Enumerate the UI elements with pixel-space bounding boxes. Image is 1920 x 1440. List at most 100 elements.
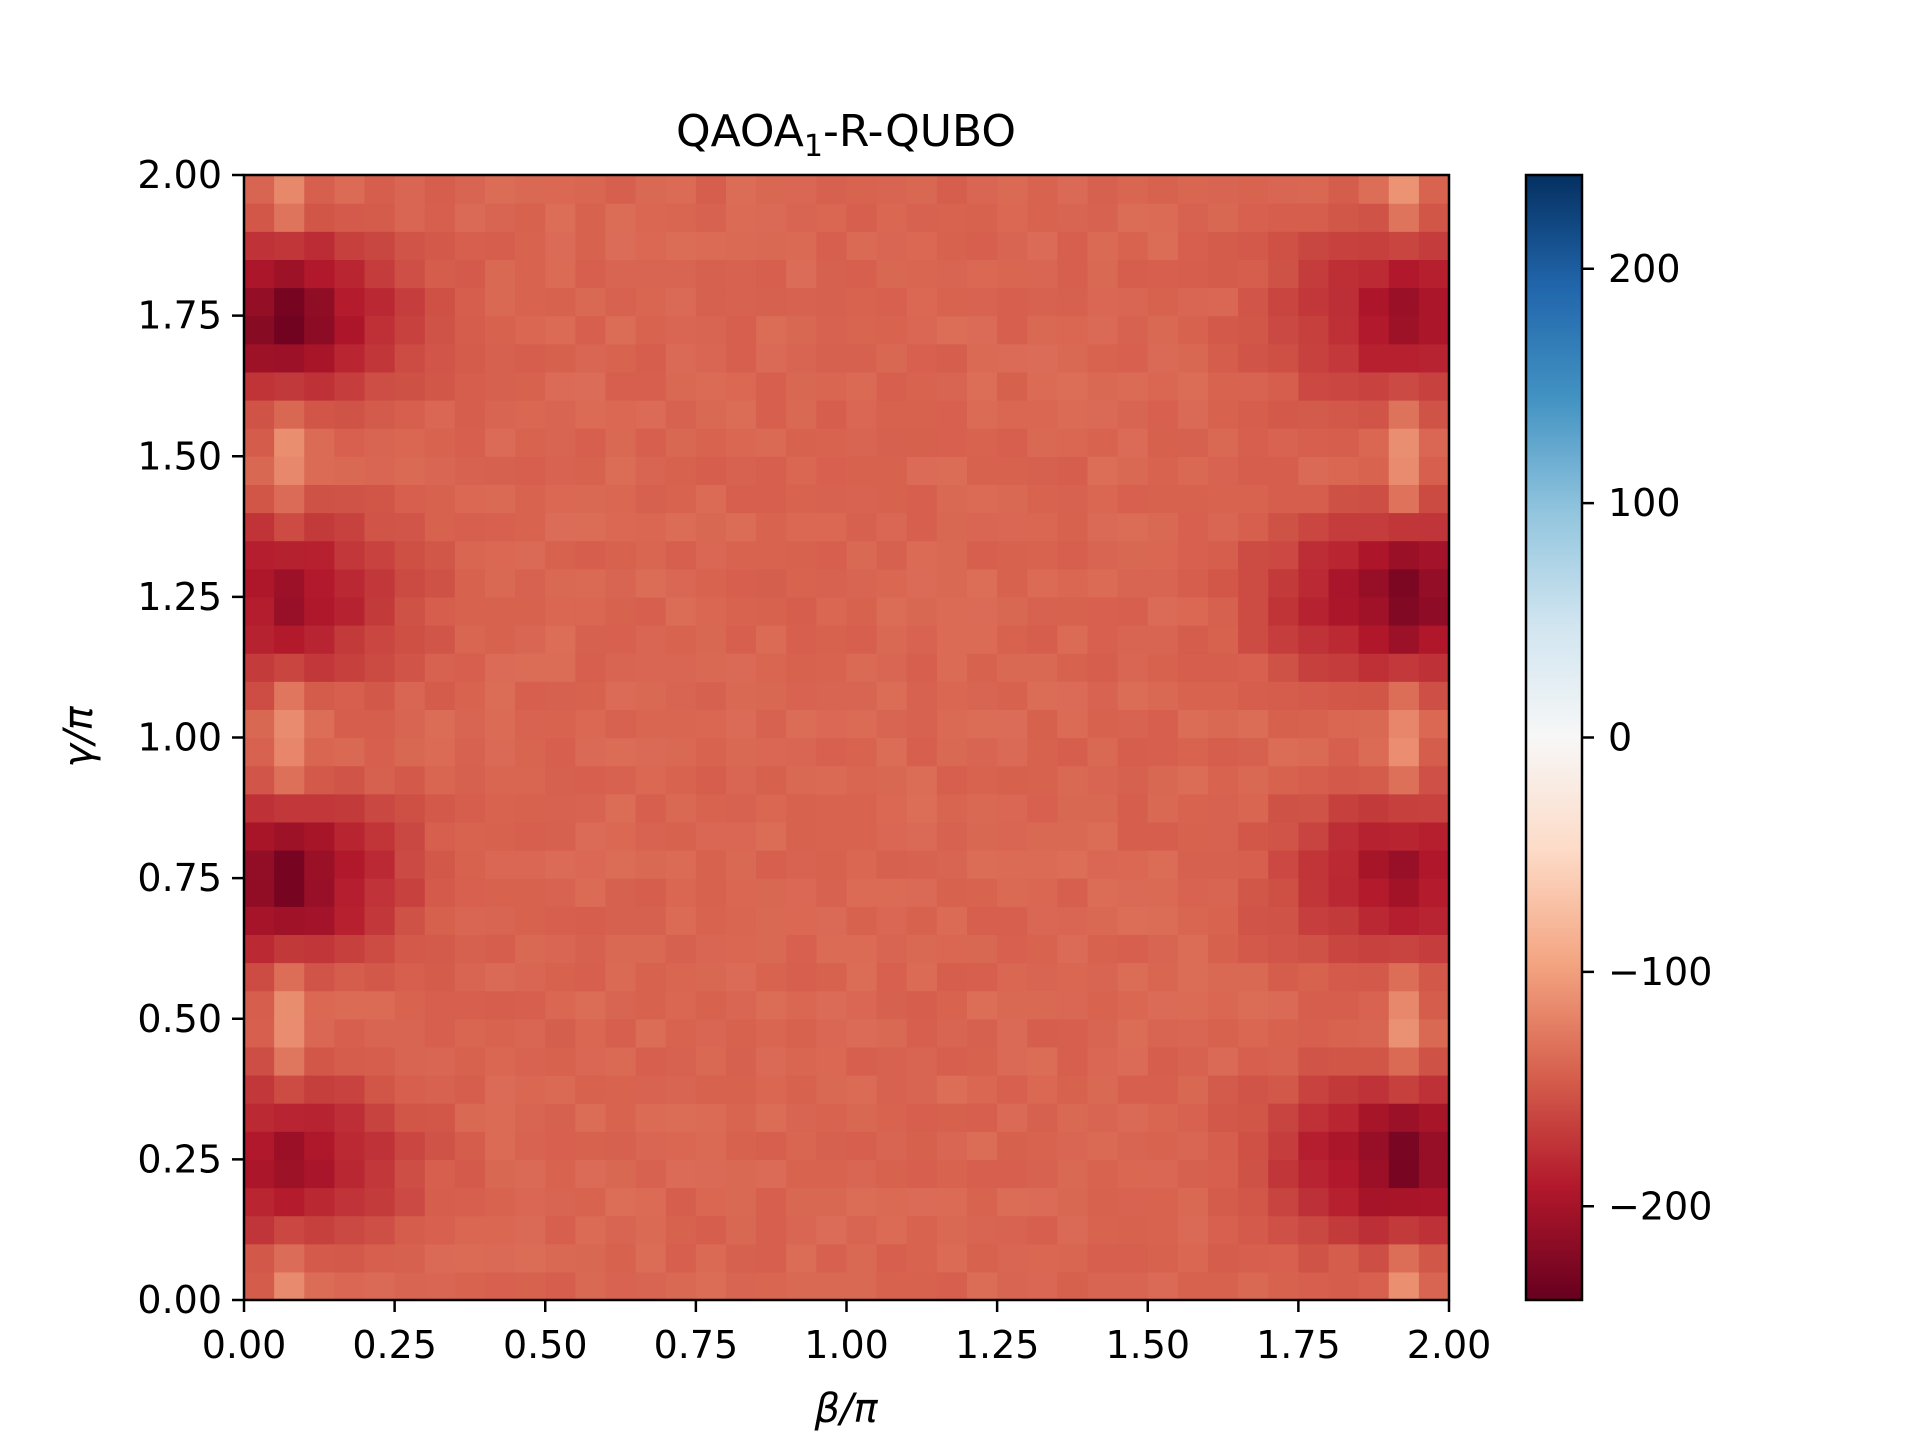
- heatmap-cell: [1208, 1215, 1239, 1245]
- heatmap-cell: [967, 315, 998, 345]
- heatmap-cell: [1177, 1103, 1209, 1132]
- heatmap-cell: [1238, 400, 1269, 429]
- heatmap-cell: [786, 1018, 817, 1048]
- heatmap-cell: [726, 709, 757, 739]
- heatmap-cell: [1117, 1075, 1149, 1104]
- heatmap-cell: [635, 428, 667, 457]
- heatmap-cell: [756, 259, 787, 289]
- heatmap-cell: [304, 231, 335, 260]
- heatmap-cell: [1208, 287, 1239, 317]
- heatmap-cell: [1358, 934, 1390, 964]
- heatmap-cell: [485, 1103, 516, 1132]
- heatmap-cell: [1238, 625, 1269, 654]
- heatmap-cell: [1027, 456, 1058, 485]
- heatmap-cell: [1328, 287, 1360, 317]
- heatmap-cell: [545, 315, 576, 345]
- heatmap-cell: [906, 793, 938, 823]
- heatmap-cell: [1057, 400, 1089, 429]
- heatmap-cell: [726, 653, 757, 682]
- heatmap-cell: [1117, 709, 1149, 739]
- heatmap-cell: [364, 653, 396, 682]
- heatmap-cell: [1087, 625, 1119, 654]
- heatmap-cell: [424, 540, 456, 570]
- heatmap-cell: [846, 512, 878, 542]
- heatmap-cell: [1147, 990, 1179, 1020]
- heatmap-cell: [936, 906, 968, 935]
- heatmap-cell: [1177, 850, 1209, 879]
- heatmap-cell: [967, 428, 998, 457]
- heatmap-cell: [1388, 400, 1420, 429]
- heatmap-cell: [1117, 906, 1149, 935]
- heatmap-cell: [1147, 1131, 1179, 1160]
- heatmap-cell: [1087, 596, 1119, 626]
- heatmap-cell: [304, 596, 335, 626]
- heatmap-cell: [816, 878, 848, 907]
- heatmap-cell: [244, 231, 275, 260]
- heatmap-cell: [1117, 315, 1149, 345]
- heatmap-cell: [1057, 512, 1089, 542]
- heatmap-cell: [1298, 1187, 1330, 1217]
- heatmap-cell: [936, 287, 968, 317]
- heatmap-cell: [756, 175, 787, 204]
- heatmap-cell: [1117, 1271, 1149, 1301]
- heatmap-cell: [726, 175, 757, 204]
- heatmap-cell: [967, 259, 998, 289]
- heatmap-cell: [1268, 962, 1299, 992]
- heatmap-cell: [635, 315, 667, 345]
- heatmap-cell: [1388, 175, 1420, 204]
- heatmap-cell: [1358, 400, 1390, 429]
- heatmap-cell: [635, 934, 667, 964]
- heatmap-cell: [1147, 400, 1179, 429]
- heatmap-cell: [967, 1215, 998, 1245]
- heatmap-cell: [876, 1018, 908, 1048]
- heatmap-cell: [1388, 1215, 1420, 1245]
- heatmap-cell: [244, 737, 275, 767]
- heatmap-cell: [1388, 1018, 1420, 1048]
- heatmap-cell: [816, 709, 848, 739]
- heatmap-cell: [635, 962, 667, 992]
- heatmap-cell: [816, 540, 848, 570]
- heatmap-cell: [1208, 1018, 1239, 1048]
- heatmap-cell: [1298, 512, 1330, 542]
- heatmap-cell: [846, 1187, 878, 1217]
- heatmap-cell: [1388, 765, 1420, 795]
- heatmap-cell: [1057, 596, 1089, 626]
- heatmap-cell: [515, 1159, 546, 1189]
- heatmap-cell: [906, 906, 938, 935]
- heatmap-cell: [605, 653, 637, 682]
- heatmap-cell: [485, 1187, 516, 1217]
- heatmap-cell: [454, 259, 486, 289]
- heatmap-cell: [1117, 287, 1149, 317]
- heatmap-cell: [1208, 315, 1239, 345]
- heatmap-cell: [485, 371, 516, 401]
- heatmap-cell: [1328, 512, 1360, 542]
- heatmap-cell: [575, 512, 607, 542]
- x-tick-label: 2.00: [1407, 1323, 1492, 1367]
- heatmap-cell: [1388, 315, 1420, 345]
- heatmap-cell: [1418, 653, 1450, 682]
- heatmap-cell: [786, 512, 817, 542]
- heatmap-cell: [244, 1018, 275, 1048]
- heatmap-cell: [515, 1243, 546, 1273]
- heatmap-cell: [1087, 259, 1119, 289]
- heatmap-cell: [665, 737, 697, 767]
- heatmap-cell: [936, 737, 968, 767]
- heatmap-cell: [756, 596, 787, 626]
- heatmap-cell: [876, 653, 908, 682]
- heatmap-cell: [424, 737, 456, 767]
- heatmap-cell: [906, 175, 938, 204]
- heatmap-cell: [1057, 625, 1089, 654]
- heatmap-cell: [1238, 737, 1269, 767]
- heatmap-cell: [1328, 456, 1360, 485]
- heatmap-cell: [1358, 1131, 1390, 1160]
- heatmap-cell: [545, 821, 576, 851]
- heatmap-cell: [605, 596, 637, 626]
- heatmap-cell: [1208, 1159, 1239, 1189]
- heatmap-cell: [605, 1018, 637, 1048]
- heatmap-cell: [454, 512, 486, 542]
- heatmap-cell: [304, 484, 335, 514]
- heatmap-cell: [334, 1271, 366, 1301]
- heatmap-cell: [545, 737, 576, 767]
- heatmap-cell: [665, 175, 697, 204]
- heatmap-cell: [1147, 1187, 1179, 1217]
